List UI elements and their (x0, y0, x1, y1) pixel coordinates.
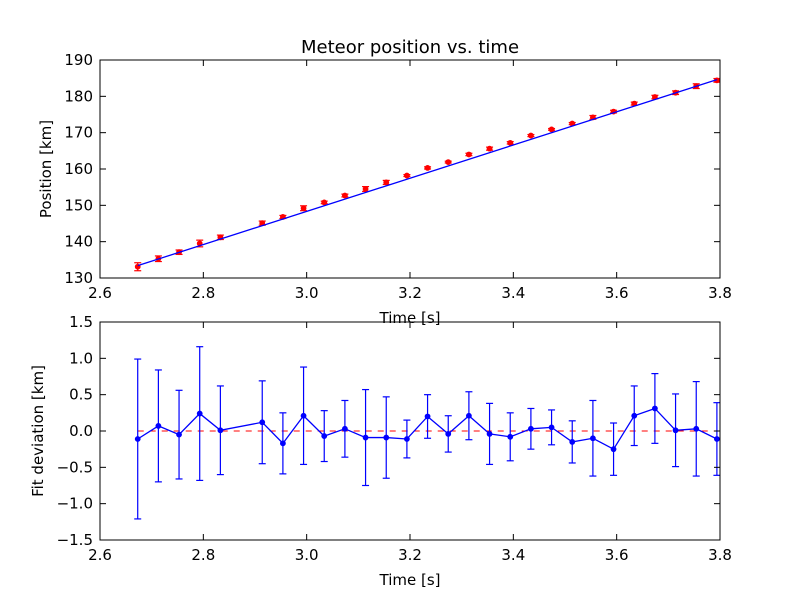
x-tick-label: 3.2 (398, 546, 422, 564)
data-point (259, 419, 266, 426)
y-tick-label: 150 (64, 196, 93, 214)
data-point (424, 165, 431, 171)
data-point (383, 434, 390, 441)
data-point (466, 151, 472, 158)
y-tick-label: −1.5 (57, 531, 93, 549)
x-tick-label: 2.8 (191, 546, 215, 564)
y-axis-label: Fit deviation [km] (29, 365, 47, 497)
y-tick-label: 170 (64, 124, 93, 142)
data-point (466, 412, 472, 419)
data-point (300, 205, 307, 212)
x-tick-label: 3.8 (708, 284, 732, 302)
y-tick-label: 1.0 (69, 349, 93, 367)
data-point (404, 172, 410, 179)
data-point (342, 192, 348, 199)
data-point (342, 425, 348, 432)
y-tick-label: 0.0 (69, 422, 93, 440)
y-tick-label: 190 (64, 51, 93, 69)
data-point (548, 424, 555, 431)
data-point (569, 439, 576, 445)
x-tick-label: 3.8 (708, 546, 732, 564)
data-point (507, 433, 514, 440)
y-tick-label: −0.5 (57, 458, 93, 476)
y-tick-label: 140 (64, 233, 93, 251)
data-point (693, 425, 700, 432)
x-axis-label: Time [s] (379, 571, 441, 589)
data-point (404, 436, 410, 442)
position-panel: Meteor position vs. time Time [s] Positi… (37, 37, 732, 327)
data-point (445, 159, 452, 165)
y-tick-label: 160 (64, 160, 93, 178)
data-point (300, 412, 307, 419)
x-tick-label: 2.6 (88, 284, 112, 302)
data-point (528, 425, 534, 432)
data-point (362, 434, 369, 441)
data-point (507, 139, 514, 146)
fit-line (137, 79, 718, 267)
data-point (714, 436, 720, 442)
data-point (672, 427, 679, 434)
data-point (196, 410, 203, 417)
data-point (590, 435, 596, 442)
x-tick-label: 3.6 (605, 284, 629, 302)
data-point (610, 446, 617, 453)
data-point (528, 132, 534, 139)
data-point (280, 440, 286, 447)
x-tick-label: 3.6 (605, 546, 629, 564)
data-point (548, 126, 555, 133)
data-point (176, 431, 182, 438)
x-tick-label: 3.0 (295, 284, 319, 302)
y-tick-label: 1.5 (69, 313, 93, 331)
data-point (321, 433, 328, 439)
y-tick-label: −1.0 (57, 495, 93, 513)
data-point (383, 179, 390, 186)
data-point (155, 423, 162, 429)
x-tick-label: 2.6 (88, 546, 112, 564)
x-tick-label: 3.4 (501, 284, 525, 302)
data-point (217, 427, 224, 434)
data-point (486, 431, 493, 437)
chart-title: Meteor position vs. time (301, 37, 519, 58)
y-axis-label: Position [km] (37, 120, 55, 218)
data-point (486, 145, 493, 152)
y-tick-label: 180 (64, 87, 93, 105)
y-tick-label: 130 (64, 269, 93, 287)
y-tick-label: 0.5 (69, 386, 93, 404)
x-tick-label: 3.2 (398, 284, 422, 302)
data-point (134, 436, 141, 442)
data-point (362, 186, 369, 192)
series-line (137, 407, 718, 451)
data-point (652, 405, 658, 412)
data-point (631, 412, 638, 419)
data-point (424, 413, 431, 420)
data-point (445, 431, 452, 437)
x-tick-label: 2.8 (191, 284, 215, 302)
x-tick-label: 3.0 (295, 546, 319, 564)
deviation-panel: Time [s] Fit deviation [km] 2.6 2.8 3.0 3.2… (29, 313, 732, 589)
x-tick-label: 3.4 (501, 546, 525, 564)
data-point (321, 199, 328, 206)
